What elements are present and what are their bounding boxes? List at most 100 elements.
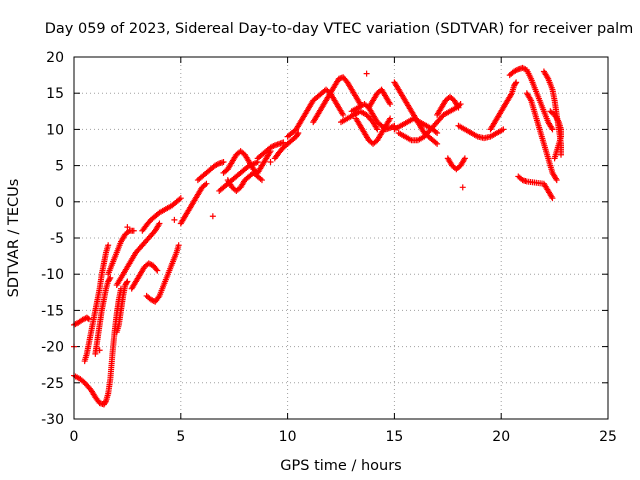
data-point: [154, 267, 161, 274]
grid-lines: [74, 57, 608, 419]
data-point: [551, 155, 558, 162]
data-point: [258, 177, 265, 184]
data-point: [284, 140, 291, 147]
y-tick-label: -20: [41, 340, 64, 356]
data-point: [363, 70, 370, 77]
data-point: [220, 158, 227, 165]
series-arc-18: [284, 86, 347, 140]
x-tick-label: 10: [279, 429, 297, 445]
data-point: [139, 242, 146, 249]
data-point: [96, 347, 103, 354]
series-arc-3: [81, 242, 112, 365]
data-point: [106, 276, 113, 283]
series-arc-27: [434, 93, 462, 118]
series-arc-17: [271, 130, 302, 162]
y-tick-label: 5: [55, 159, 64, 175]
data-point: [295, 130, 302, 137]
series-arc-24: [391, 79, 441, 147]
data-point: [558, 151, 565, 158]
y-tick-label: -25: [41, 376, 64, 392]
y-tick: 20: [46, 50, 608, 66]
data-point: [175, 242, 182, 249]
y-tick-label: -30: [41, 412, 64, 428]
data-point: [102, 399, 109, 406]
data-point: [374, 126, 381, 133]
data-point: [459, 184, 466, 191]
x-tick-label: 5: [176, 429, 185, 445]
y-tick: -10: [41, 267, 608, 283]
y-tick-label: 0: [55, 195, 64, 211]
series-arc-31: [506, 64, 556, 133]
data-point: [553, 177, 560, 184]
x-tick-label: 0: [70, 429, 79, 445]
series-arc-7: [113, 220, 163, 289]
series-arc-5: [105, 227, 137, 278]
series-arc-11: [177, 180, 210, 227]
series-arc-34: [547, 108, 565, 162]
data-point: [434, 130, 441, 137]
data-point: [153, 266, 160, 273]
y-tick-label: -10: [41, 267, 64, 283]
y-tick: -5: [50, 231, 608, 247]
data-point: [549, 195, 556, 202]
data-point: [124, 224, 131, 231]
data-point: [123, 279, 130, 286]
y-tick-label: 20: [46, 50, 64, 66]
data-point: [387, 115, 394, 122]
data-point: [455, 104, 462, 111]
y-tick-label: -5: [50, 231, 64, 247]
series-arc-6: [113, 278, 131, 336]
series-arc-8: [128, 260, 161, 292]
data-point: [461, 155, 468, 162]
data-point: [549, 126, 556, 133]
series-arc-4: [92, 274, 114, 357]
x-tick: 20: [492, 57, 510, 445]
y-axis-title: SDTVAR / TECUs: [6, 179, 22, 298]
series-arc-22: [352, 115, 394, 147]
y-tick: 0: [55, 195, 608, 211]
y-tick: 10: [46, 122, 608, 138]
series-arc-9: [143, 242, 182, 305]
data-point: [280, 139, 287, 146]
series-arc-19: [310, 74, 364, 126]
data-point: [105, 242, 112, 249]
x-tick: 5: [176, 57, 185, 445]
data-point: [203, 180, 210, 187]
data-point: [294, 131, 301, 138]
y-tick-label: -15: [41, 303, 64, 319]
series-arc-23: [365, 86, 394, 111]
data-point: [177, 195, 184, 202]
series-arc-16: [254, 139, 287, 162]
data-point: [512, 80, 519, 87]
chart-title: Day 059 of 2023, Sidereal Day-to-day VTE…: [45, 21, 634, 37]
axis-ticks: 0 5 10 15 20 25 20 15 10 5 0 -5 -10 -15 -20 -25 -30: [41, 50, 617, 445]
plot-frame: [73, 56, 609, 420]
y-tick-label: 15: [46, 86, 64, 102]
data-points: [71, 64, 565, 408]
data-point: [124, 278, 131, 285]
y-tick: 15: [46, 86, 608, 102]
y-tick: 5: [55, 159, 608, 175]
data-point: [209, 213, 216, 220]
series-arc-28: [444, 155, 468, 173]
data-point: [500, 126, 507, 133]
x-tick: 15: [385, 57, 403, 445]
series-arc-29: [455, 122, 507, 142]
data-point: [267, 158, 274, 165]
data-point: [520, 65, 527, 72]
y-tick: -20: [41, 340, 608, 356]
series-arc-10: [139, 195, 184, 234]
data-point: [156, 220, 163, 227]
series-arc-12: [194, 158, 227, 184]
series-arc-25: [391, 115, 441, 137]
x-tick-label: 25: [599, 429, 617, 445]
y-tick-label: 10: [46, 122, 64, 138]
y-tick: -15: [41, 303, 608, 319]
x-tick: 10: [279, 57, 297, 445]
data-point: [130, 227, 137, 234]
series-arc-32: [523, 90, 560, 184]
data-point: [434, 140, 441, 147]
data-point: [171, 216, 178, 223]
y-tick: -25: [41, 376, 608, 392]
